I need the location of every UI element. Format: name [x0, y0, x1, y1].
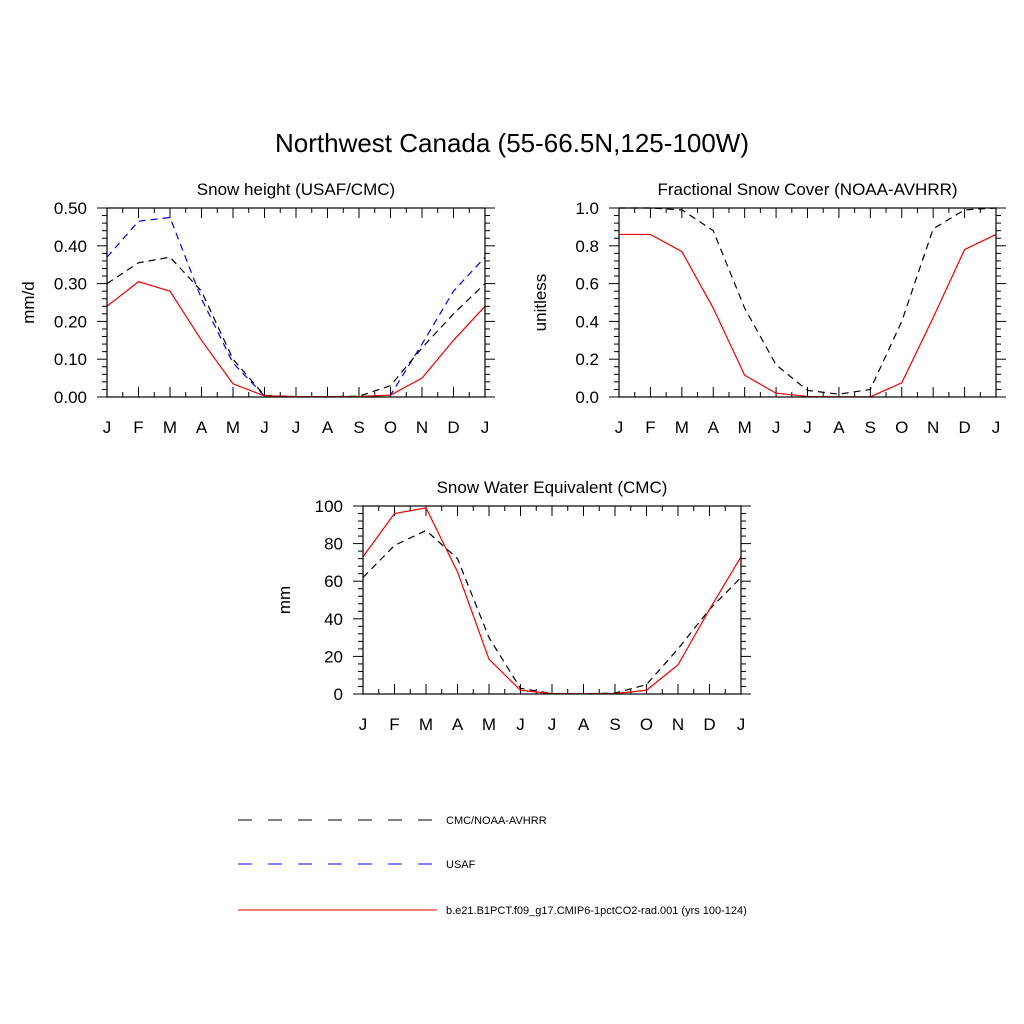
- x-tick-label: A: [833, 418, 845, 437]
- y-axis-label: mm: [275, 586, 294, 614]
- y-tick-label: 0.6: [575, 275, 599, 294]
- x-tick-label: J: [516, 715, 525, 734]
- y-tick-label: 0.20: [54, 312, 87, 331]
- x-tick-label: J: [481, 418, 490, 437]
- plot-frame: [362, 505, 742, 695]
- x-tick-label: D: [703, 715, 715, 734]
- chart-panel-2: Fractional Snow Cover (NOAA-AVHRR) unitle…: [531, 180, 1006, 437]
- x-tick-label: M: [675, 418, 689, 437]
- chart-title: Fractional Snow Cover (NOAA-AVHRR): [657, 180, 957, 199]
- y-tick-label: 0.8: [575, 237, 599, 256]
- x-tick-label: S: [353, 418, 364, 437]
- y-tick-label: 80: [324, 535, 343, 554]
- x-tick-label: A: [196, 418, 208, 437]
- y-tick-label: 0.40: [54, 237, 87, 256]
- x-tick-label: S: [609, 715, 620, 734]
- y-axis-label: mm/d: [19, 281, 38, 324]
- y-axis-label: unitless: [531, 274, 550, 332]
- chart-panel-1: Snow height (USAF/CMC)mm/dJ F M A M J J A S O N D J0…: [19, 180, 495, 437]
- x-tick-label: F: [133, 418, 143, 437]
- y-tick-label: 0.4: [575, 312, 599, 331]
- x-tick-label: S: [865, 418, 876, 437]
- series-cmc: [362, 529, 742, 695]
- x-tick-label: J: [359, 715, 368, 734]
- x-tick-label: D: [447, 418, 459, 437]
- series-cmc: [619, 207, 997, 395]
- chart-title: Snow Water Equivalent (CMC): [437, 478, 668, 497]
- figure-title: Northwest Canada (55-66.5N,125-100W): [274, 128, 750, 158]
- x-tick-label: M: [419, 715, 433, 734]
- x-tick-label: J: [260, 418, 269, 437]
- x-tick-label: M: [163, 418, 177, 437]
- x-tick-label: M: [738, 418, 752, 437]
- legend: CMC/NOAA-AVHRR USAF b.e21.B1PCT.f09_g17.CM…: [238, 815, 747, 917]
- series-cmc: [106, 256, 486, 398]
- x-tick-label: F: [645, 418, 655, 437]
- chart-panel-3: Snow Water Equivalent (CMC)mmJ F M A M J J A S O N…: [275, 478, 751, 734]
- chart-title: Snow height (USAF/CMC): [197, 180, 395, 199]
- x-tick-label: A: [322, 418, 334, 437]
- x-tick-label: A: [708, 418, 720, 437]
- plot-frame: [618, 207, 997, 398]
- y-tick-label: 0.10: [54, 350, 87, 369]
- y-tick-label: 60: [324, 572, 343, 591]
- y-tick-label: 0.2: [575, 350, 599, 369]
- series-model: [619, 233, 997, 398]
- x-tick-label: F: [389, 715, 399, 734]
- y-tick-label: 20: [324, 647, 343, 666]
- x-tick-label: A: [578, 715, 590, 734]
- x-tick-label: J: [992, 418, 1001, 437]
- plot-frame: [106, 207, 486, 398]
- series-model: [106, 281, 486, 398]
- x-tick-label: J: [737, 715, 746, 734]
- x-tick-label: M: [482, 715, 496, 734]
- x-tick-label: O: [895, 418, 908, 437]
- y-tick-label: 0.30: [54, 275, 87, 294]
- y-tick-label: 1.0: [575, 199, 599, 218]
- x-tick-label: A: [452, 715, 464, 734]
- x-tick-label: J: [292, 418, 301, 437]
- legend-label: CMC/NOAA-AVHRR: [446, 815, 547, 827]
- x-tick-label: N: [672, 715, 684, 734]
- y-tick-label: 0.50: [54, 199, 87, 218]
- legend-label: USAF: [446, 859, 476, 871]
- x-tick-label: M: [226, 418, 240, 437]
- y-tick-label: 100: [315, 497, 343, 516]
- series-model: [362, 507, 742, 695]
- x-tick-label: J: [803, 418, 812, 437]
- x-tick-label: J: [103, 418, 112, 437]
- x-tick-label: O: [640, 715, 653, 734]
- x-tick-label: O: [384, 418, 397, 437]
- y-tick-label: 40: [324, 610, 343, 629]
- x-tick-label: J: [772, 418, 781, 437]
- legend-label: b.e21.B1PCT.f09_g17.CMIP6-1pctCO2-rad.00…: [446, 905, 747, 917]
- y-tick-label: 0: [334, 685, 343, 704]
- x-tick-label: N: [927, 418, 939, 437]
- y-tick-label: 0.0: [575, 388, 599, 407]
- x-tick-label: D: [958, 418, 970, 437]
- x-tick-label: N: [416, 418, 428, 437]
- x-tick-label: J: [548, 715, 557, 734]
- x-tick-label: J: [615, 418, 624, 437]
- y-tick-label: 0.00: [54, 388, 87, 407]
